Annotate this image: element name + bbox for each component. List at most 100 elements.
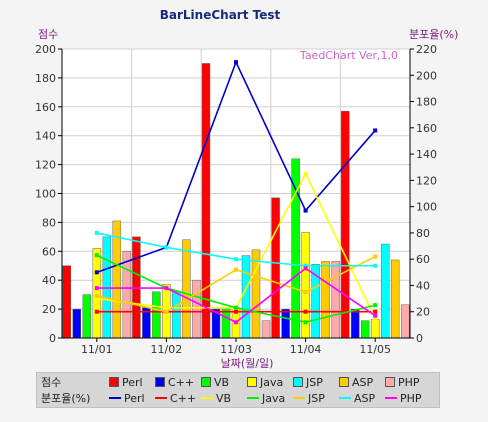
legend-item: Perl [109,392,155,405]
line-point [94,270,99,275]
line-point [164,286,169,291]
line-point [373,128,378,133]
line-point [303,290,308,295]
legend-line-swatch [201,397,213,399]
legend-item: JSP [293,376,339,389]
y-tick-label: 0 [49,332,56,345]
line-point [234,305,238,310]
chart-title: BarLineChart Test [160,8,281,22]
line-point [94,293,99,298]
bar-php [331,261,340,339]
bar-vb [360,320,370,339]
line-point [94,286,99,291]
legend-item: C++ [155,376,201,389]
legend-item-label: PHP [400,391,422,405]
x-tick-label: 11/02 [151,343,183,356]
bar-jsp [241,255,251,339]
y2-tick-label: 20 [416,306,430,319]
legend-item: PHP [385,392,431,405]
bar-php [122,251,132,339]
legend-swatch [385,377,395,387]
legend-item: Java [247,392,293,405]
y-tick-label: 100 [35,188,56,201]
y2-tick-label: 180 [416,96,437,109]
legend-line-swatch [247,397,259,399]
legend-item: JSP [293,392,339,405]
line-point [373,263,378,268]
bar-cpp [72,308,82,339]
legend-item-label: Perl [122,375,143,389]
legend-bar-row: 점수 Perl C++ VB Java JSP ASP PHP [41,374,431,390]
line-point [94,309,99,314]
left-axis-label: 점수 [38,28,58,41]
legend-swatch [247,377,257,387]
y-tick-label: 120 [35,159,56,172]
line-point [94,230,99,235]
y2-tick-label: 140 [416,148,437,161]
legend-swatch [109,377,119,387]
bar-asp [182,239,191,339]
x-tick-label: 11/05 [359,343,391,356]
y-tick-label: 80 [42,216,56,229]
legend-item: PHP [385,376,431,389]
legend-item-label: VB [216,391,232,405]
y-tick-label: 200 [35,43,56,56]
y-tick-label: 40 [42,274,56,287]
line-point [303,263,308,268]
y-tick-label: 140 [35,130,56,143]
bar-php [192,279,201,339]
legend-item: ASP [339,376,385,389]
legend-item-label: Java [262,391,286,405]
line-point [164,305,169,310]
legend-item-label: Perl [124,391,145,405]
y2-tick-label: 0 [416,332,423,345]
legend-item: Java [247,376,293,389]
legend-item: C++ [155,392,201,405]
line-point [373,309,378,314]
y2-tick-label: 60 [416,253,430,266]
bar-asp [112,220,122,339]
line-point [303,309,308,314]
y-tick-label: 160 [35,101,56,114]
legend-swatch [339,377,349,387]
bar-cpp [281,308,290,339]
legend-line-label: 분포율(%) [41,392,91,405]
legend-line-swatch [155,397,167,399]
line-point [303,208,308,213]
legend-swatch [293,377,303,387]
x-tick-label: 11/01 [81,343,113,356]
legend-item-label: JSP [306,375,323,389]
right-axis-label: 분포율(%) [409,28,458,41]
y-tick-label: 180 [35,72,56,85]
line-point [164,309,169,314]
legend-bar-label: 점수 [41,376,62,389]
legend-item-label: C++ [168,375,195,389]
line-point [234,257,238,262]
line-point [373,316,378,321]
y2-tick-label: 100 [416,201,437,214]
bar-jsp [172,291,181,339]
y2-tick-label: 40 [416,279,430,292]
legend-item: VB [201,392,247,405]
line-point [373,254,378,259]
bar-vb [152,291,161,339]
legend-item-label: Java [260,375,284,389]
line-point [234,309,238,314]
bar-vb [82,294,92,339]
bar-php [400,304,410,339]
line-point [373,303,378,308]
bar-cpp [350,308,360,339]
watermark: TaedChart Ver,1,0 [299,49,398,62]
legend-swatch [155,377,165,387]
legend-line-swatch [385,397,397,399]
legend-item-label: ASP [352,375,374,389]
x-tick-label: 11/04 [290,343,322,356]
legend: 점수 Perl C++ VB Java JSP ASP PHP 분포율(%) Perl C++… [36,372,440,408]
bar-perl [201,63,211,339]
legend-item-label: C++ [170,391,197,405]
line-point [234,320,238,325]
y2-tick-label: 160 [416,122,437,135]
legend-line-swatch [339,397,351,399]
bar-perl [62,265,72,339]
